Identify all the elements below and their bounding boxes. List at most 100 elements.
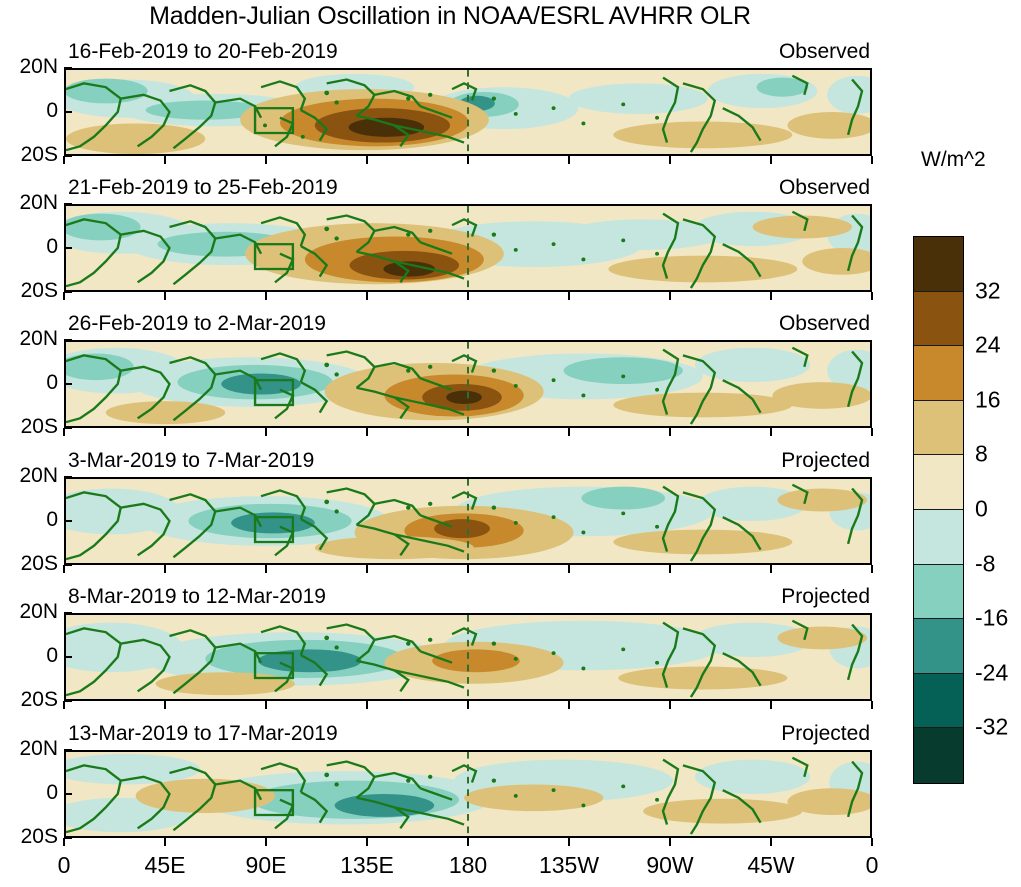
panel-4-status: Projected xyxy=(781,449,870,472)
x-tickmark xyxy=(265,838,267,846)
panel-5-status: Projected xyxy=(781,585,870,608)
panel-2-ytick-20S: 20S xyxy=(20,279,58,302)
panel-5-ytick-20N: 20N xyxy=(19,600,58,623)
x-tickmark xyxy=(871,838,873,846)
y-tickmark xyxy=(64,793,72,795)
x-tickmark xyxy=(164,156,166,164)
colorbar-band-0 xyxy=(914,509,963,565)
y-tickmark xyxy=(64,67,72,69)
panel-5-map xyxy=(64,613,872,701)
x-tickmark xyxy=(669,565,671,573)
x-tickmark xyxy=(669,292,671,300)
panel-4-ytick-20S: 20S xyxy=(20,552,58,575)
x-tickmark xyxy=(366,292,368,300)
panel-1-ytick-20S: 20S xyxy=(20,143,58,166)
x-tickmark xyxy=(63,292,65,300)
panel-1: 16-Feb-2019 to 20-Feb-2019 Observed xyxy=(64,40,872,156)
colorbar-band--32 xyxy=(914,728,963,783)
x-tickmark xyxy=(467,156,469,164)
x-tickmark xyxy=(770,156,772,164)
panel-4-ytick-0: 0 xyxy=(46,508,58,531)
y-tickmark xyxy=(64,155,72,157)
y-tickmark xyxy=(64,837,72,839)
panel-6-date: 13-Mar-2019 to 17-Mar-2019 xyxy=(68,722,338,745)
x-tickmark xyxy=(265,156,267,164)
panel-2-field xyxy=(66,206,870,290)
panel-4-ytick-20N: 20N xyxy=(19,464,58,487)
panel-5: 8-Mar-2019 to 12-Mar-2019 Projected xyxy=(64,585,872,701)
y-tickmark xyxy=(64,203,72,205)
panel-6-ytick-20N: 20N xyxy=(19,737,58,760)
panel-3-ytick-20S: 20S xyxy=(20,415,58,438)
x-tickmark xyxy=(164,701,166,709)
x-tickmark xyxy=(164,838,166,846)
xtick-0: 0 xyxy=(57,852,71,878)
y-tickmark xyxy=(64,564,72,566)
x-tickmark xyxy=(265,701,267,709)
panel-3-map xyxy=(64,340,872,428)
x-tickmark xyxy=(63,701,65,709)
colorbar-tick-8: 8 xyxy=(975,440,988,467)
x-tickmark xyxy=(669,156,671,164)
x-tickmark xyxy=(669,701,671,709)
x-tickmark xyxy=(366,701,368,709)
x-tickmark xyxy=(871,565,873,573)
y-tickmark xyxy=(64,247,72,249)
panel-1-map xyxy=(64,68,872,156)
panel-2-map xyxy=(64,204,872,292)
xtick-90E: 90E xyxy=(245,852,287,878)
x-tickmark xyxy=(568,838,570,846)
colorbar-band-32 xyxy=(914,291,963,347)
x-tickmark xyxy=(568,292,570,300)
colorbar-tick--8: -8 xyxy=(975,550,996,577)
panel-3-field xyxy=(66,342,870,426)
xtick-90W: 90W xyxy=(646,852,694,878)
panel-3-ytick-20N: 20N xyxy=(19,327,58,350)
panel-1-field xyxy=(66,70,870,154)
x-tickmark xyxy=(669,428,671,436)
x-tickmark xyxy=(164,428,166,436)
colorbar-tick-16: 16 xyxy=(975,386,1001,413)
panel-2-ytick-0: 0 xyxy=(46,235,58,258)
colorbar-band--8 xyxy=(914,564,963,620)
colorbar-tick-24: 24 xyxy=(975,331,1001,358)
colorbar-band-16 xyxy=(914,400,963,456)
x-tickmark xyxy=(568,701,570,709)
y-tickmark xyxy=(64,700,72,702)
panel-5-ytick-0: 0 xyxy=(46,644,58,667)
panel-5-field xyxy=(66,615,870,699)
panel-6-ytick-0: 0 xyxy=(46,781,58,804)
x-tickmark xyxy=(467,565,469,573)
x-tickmark xyxy=(770,838,772,846)
x-tickmark xyxy=(770,428,772,436)
xtick-0: 0 xyxy=(865,852,879,878)
x-tickmark xyxy=(366,838,368,846)
panel-6-map xyxy=(64,750,872,838)
panel-4-date: 3-Mar-2019 to 7-Mar-2019 xyxy=(68,449,315,472)
x-tickmark xyxy=(63,428,65,436)
panel-3: 26-Feb-2019 to 2-Mar-2019 Observed xyxy=(64,312,872,428)
page-title: Madden-Julian Oscillation in NOAA/ESRL A… xyxy=(149,2,751,30)
y-tickmark xyxy=(64,111,72,113)
panel-1-ytick-0: 0 xyxy=(46,99,58,122)
x-tickmark xyxy=(770,565,772,573)
colorbar-band--16 xyxy=(914,619,963,674)
x-tickmark xyxy=(63,565,65,573)
x-tickmark xyxy=(871,428,873,436)
x-tickmark xyxy=(63,156,65,164)
y-tickmark xyxy=(64,749,72,751)
y-tickmark xyxy=(64,612,72,614)
x-tickmark xyxy=(265,565,267,573)
y-tickmark xyxy=(64,520,72,522)
panel-1-date: 16-Feb-2019 to 20-Feb-2019 xyxy=(68,40,338,63)
x-tickmark xyxy=(366,428,368,436)
colorbar-tick--32: -32 xyxy=(975,713,1009,740)
x-tickmark xyxy=(164,292,166,300)
y-tickmark xyxy=(64,383,72,385)
colorbar-tick-32: 32 xyxy=(975,277,1001,304)
x-tickmark xyxy=(568,428,570,436)
colorbar-tick-0: 0 xyxy=(975,495,988,522)
x-tickmark xyxy=(265,428,267,436)
x-tickmark xyxy=(568,565,570,573)
